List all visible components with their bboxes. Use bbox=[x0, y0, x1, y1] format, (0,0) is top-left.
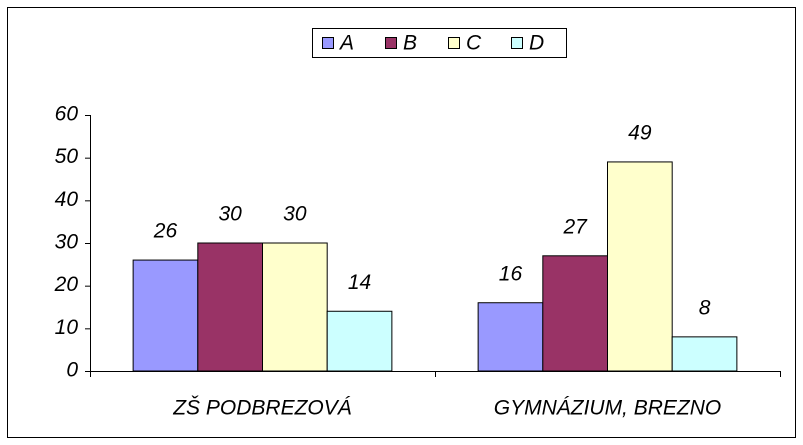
data-label: 27 bbox=[562, 215, 588, 238]
x-tick-label: ZŠ PODBREZOVÁ bbox=[172, 397, 352, 420]
y-tick-label: 50 bbox=[55, 145, 79, 168]
legend-box bbox=[312, 28, 567, 58]
data-label: 16 bbox=[499, 262, 523, 285]
y-tick-label: 40 bbox=[55, 188, 79, 211]
legend-label: C bbox=[466, 32, 482, 55]
chart-border bbox=[7, 7, 796, 438]
legend-label: D bbox=[529, 32, 544, 55]
legend-label: B bbox=[403, 32, 417, 55]
bar bbox=[326, 310, 393, 372]
data-label: 30 bbox=[283, 203, 307, 226]
legend-label: A bbox=[338, 32, 354, 55]
legend-swatch bbox=[511, 37, 523, 49]
bar bbox=[607, 161, 673, 372]
y-tick-label: 0 bbox=[66, 359, 78, 382]
y-tick-label: 30 bbox=[55, 231, 79, 254]
bar bbox=[262, 242, 328, 372]
legend-swatch bbox=[322, 37, 334, 49]
y-tick-label: 60 bbox=[55, 103, 79, 126]
bar bbox=[197, 242, 263, 372]
data-label: 8 bbox=[699, 296, 711, 319]
legend-swatch bbox=[448, 37, 460, 49]
bar bbox=[671, 336, 738, 372]
y-tick-label: 10 bbox=[55, 316, 79, 339]
x-tick-label: GYMNÁZIUM, BREZNO bbox=[494, 397, 722, 420]
data-label: 26 bbox=[153, 220, 178, 243]
data-label: 14 bbox=[348, 271, 371, 294]
data-label: 30 bbox=[218, 203, 242, 226]
legend-swatch bbox=[385, 37, 397, 49]
bar bbox=[132, 259, 199, 372]
y-tick-label: 20 bbox=[54, 273, 79, 296]
data-label: 49 bbox=[628, 121, 652, 144]
bar bbox=[477, 302, 544, 372]
bar bbox=[542, 255, 608, 372]
